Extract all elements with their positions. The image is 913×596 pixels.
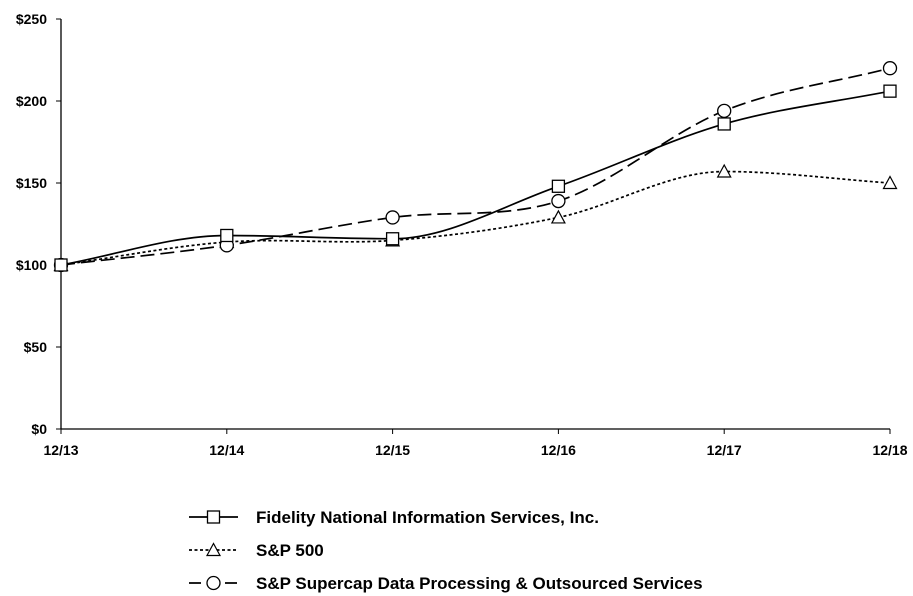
legend-item: S&P Supercap Data Processing & Outsource…: [189, 574, 703, 593]
x-tick-label: 12/15: [375, 442, 410, 458]
series-fidelity-national-information-services-inc: [54, 84, 897, 272]
square-marker: [54, 258, 68, 272]
y-tick-label: $250: [16, 11, 47, 27]
series-line: [60, 90, 891, 266]
axes: [60, 19, 890, 430]
y-tick-label: $200: [16, 93, 47, 109]
triangle-marker: [716, 163, 732, 178]
square-marker: [551, 179, 566, 193]
x-axis-ticks: 12/13 12/14 12/15 12/16 12/17 12/18: [43, 429, 908, 458]
x-tick-label: 12/13: [43, 442, 78, 458]
x-tick-label: 12/16: [541, 442, 576, 458]
legend-circle-marker: [206, 575, 221, 591]
triangle-marker: [550, 209, 566, 224]
legend-item: S&P 500: [189, 541, 324, 560]
square-marker: [220, 228, 234, 243]
legend-label: S&P Supercap Data Processing & Outsource…: [256, 574, 703, 593]
legend-triangle-marker: [205, 542, 222, 557]
legend-square-marker: [206, 510, 221, 524]
series-line: [60, 170, 891, 266]
legend-label: Fidelity National Information Services, …: [256, 508, 599, 527]
y-tick-label: $150: [16, 175, 47, 191]
y-axis-ticks: $0 $50 $100 $150 $200 $250: [16, 11, 61, 437]
square-marker: [717, 117, 731, 131]
x-tick-label: 12/14: [209, 442, 244, 458]
circle-marker: [385, 210, 400, 225]
x-tick-label: 12/18: [872, 442, 907, 458]
legend-item: Fidelity National Information Services, …: [189, 508, 599, 527]
x-tick-label: 12/17: [707, 442, 742, 458]
triangle-marker: [882, 175, 898, 190]
series-line: [60, 67, 891, 266]
square-marker: [385, 232, 400, 246]
circle-marker: [717, 103, 732, 118]
y-tick-label: $100: [16, 257, 47, 273]
legend: Fidelity National Information Services, …: [189, 508, 703, 593]
y-tick-label: $0: [31, 421, 47, 437]
y-tick-label: $50: [24, 339, 48, 355]
square-marker: [883, 84, 897, 98]
series-s-p-500: [53, 163, 898, 272]
circle-marker: [551, 193, 566, 209]
series-lines: [53, 61, 898, 273]
circle-marker: [882, 61, 898, 76]
legend-label: S&P 500: [256, 541, 324, 560]
